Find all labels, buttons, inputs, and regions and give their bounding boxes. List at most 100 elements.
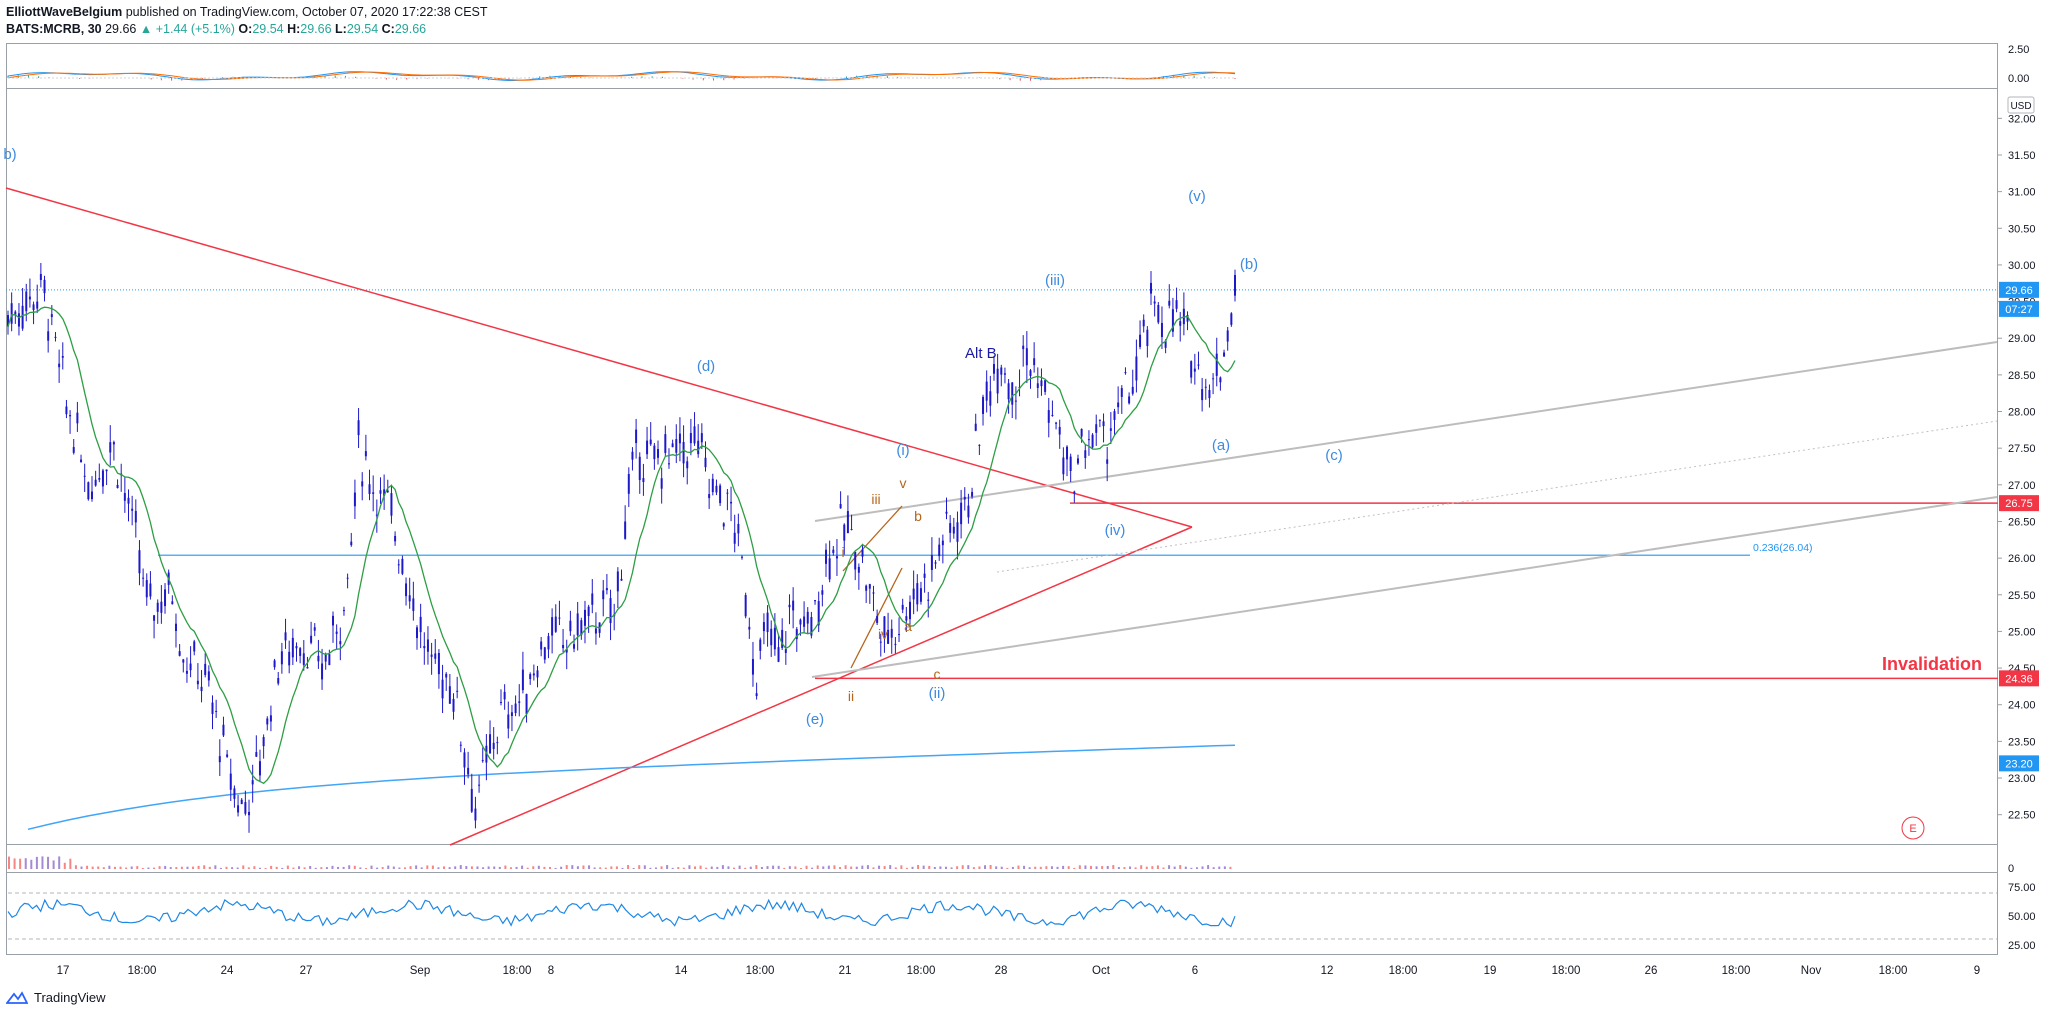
candle-body [295,646,298,649]
volume-bar [376,867,379,869]
volume-bar [1011,866,1014,869]
candle-body [291,637,294,658]
price-label-text: 26.75 [2005,498,2033,510]
symbol-name[interactable]: BATS:MCRB, 30 [6,22,102,36]
volume-bar [359,867,362,869]
subwave-iv-label: iv [878,626,888,642]
price-label-text: 24.36 [2005,673,2033,685]
candle-body [397,564,400,566]
volume-bar [593,867,596,869]
candle-body [39,274,42,281]
volume-bar [1229,866,1232,869]
volume-bar [113,866,116,869]
volume-bar [1184,866,1187,869]
price-label-box [1999,281,2039,298]
volume-bar [604,867,607,869]
price-tick-label: 28.00 [2008,407,2036,419]
mid-channel-line[interactable] [996,420,1998,573]
candle-body [390,493,393,516]
currency-label: USD [2010,101,2031,112]
signal-line [7,71,1236,81]
candle-body [306,666,309,669]
currency-box[interactable] [2007,96,2035,114]
candle-body [441,679,444,699]
candle-body [109,442,112,453]
candle-body [394,535,397,542]
author-name[interactable]: ElliottWaveBelgium [6,5,123,19]
candle-body [156,602,159,612]
candle-body [467,767,470,775]
candle-body [288,651,291,666]
volume-bar [666,865,669,869]
volume-bar [1106,865,1109,869]
volume-bar [91,866,94,869]
price-tick-label: 31.50 [2008,150,2036,162]
subwave-v-label: v [900,475,907,491]
candle-body [704,457,707,468]
candle-body [846,511,849,534]
rsi-indicator [7,892,1997,940]
earnings-badge[interactable] [1901,816,1925,840]
candle-body [1029,370,1032,376]
volume-bar [1140,865,1143,869]
candle-body [657,449,660,458]
time-tick-label: 19 [1484,965,1497,977]
candle-body [507,714,510,729]
candle-body [215,710,218,712]
volume-bar [1112,865,1115,869]
volume-bar [1089,865,1092,869]
candle-body [887,629,890,644]
candle-body [737,523,740,534]
volume-bar [894,867,897,869]
candle-body [379,490,382,494]
candle-body [1153,301,1156,304]
volume-bar [102,867,105,869]
candle-body [160,601,163,613]
time-axis[interactable]: 17 18:00 24 27 Sep 18:00 8 14 18:00 21 18:00 28 Oct 6… [57,965,1981,977]
candle-body [1150,282,1153,294]
volume-bar [392,866,395,869]
volume-bar [989,865,992,869]
volume-bar [136,866,139,869]
candle-body [667,463,670,465]
candle-body [927,599,930,601]
candle-body [876,615,879,623]
candle-body [1157,304,1160,323]
volume-bar [286,865,289,869]
candle-body [631,451,634,460]
volume-bar [917,865,920,869]
publisher-line: ElliottWaveBelgium published on TradingV… [6,4,488,21]
volume-bar [158,866,161,869]
volume-bar [1129,866,1132,869]
lower-channel-line[interactable] [811,496,1998,678]
candle-body [1022,345,1025,350]
candle-body [14,311,17,315]
time-tick-label: 24 [221,965,234,977]
volume-bar [883,866,886,869]
volume-bar [610,866,613,869]
upper-channel-line[interactable] [814,341,1998,522]
upper-triangle-line[interactable] [5,187,1193,528]
candle-body [558,617,561,619]
chart-canvas[interactable]: 32.0031.5031.0030.5030.0029.5029.0028.50… [0,0,2052,985]
volume-bar [554,867,557,869]
volume-bar [1162,867,1165,869]
tradingview-brand[interactable]: TradingView [34,990,106,1005]
candle-body [883,616,886,635]
price-label-box [1999,495,2039,512]
volume-bar [1028,867,1031,869]
candle-body [960,502,963,525]
candle-body [423,646,426,649]
volume-bar [694,866,697,869]
candle-body [426,639,429,652]
volume-bar [532,866,535,869]
lower-triangle-line[interactable] [449,526,1193,846]
candle-body [50,314,53,318]
candle-body [98,478,101,480]
candle-body [204,663,207,675]
time-tick-label: 18:00 [1879,965,1908,977]
candle-body [646,440,649,455]
volume-bar [1006,867,1009,869]
candle-body [861,549,864,557]
volume-bar [571,865,574,869]
